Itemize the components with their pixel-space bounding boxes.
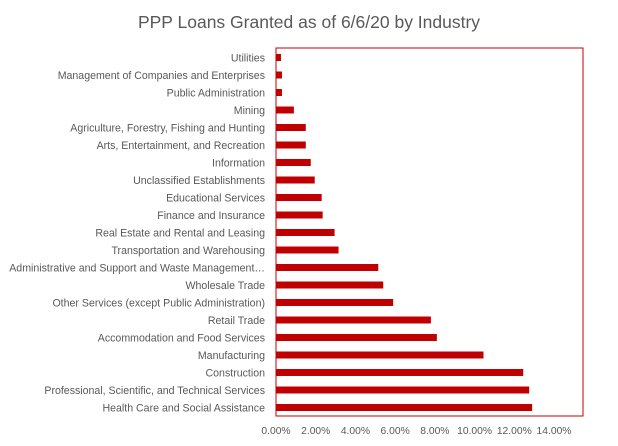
bar xyxy=(276,404,533,411)
category-label: Wholesale Trade xyxy=(186,280,266,292)
bar xyxy=(276,246,339,254)
category-label: Mining xyxy=(234,105,265,117)
category-axis-labels: Utilities Management of Companies and Ent… xyxy=(9,52,265,414)
category-label: Arts, Entertainment, and Recreation xyxy=(97,140,266,152)
category-label: Administrative and Support and Waste Man… xyxy=(9,262,265,274)
x-tick-label: 12.00% xyxy=(497,426,532,437)
x-tick-label: 6.00% xyxy=(381,426,410,437)
category-label: Utilities xyxy=(231,52,265,64)
category-label: Agriculture, Forestry, Fishing and Hunti… xyxy=(70,122,265,134)
category-label: Professional, Scientific, and Technical … xyxy=(44,385,265,397)
bar xyxy=(276,141,306,149)
category-label: Information xyxy=(212,157,265,169)
bar xyxy=(276,176,315,184)
bar xyxy=(276,54,281,61)
category-label: Management of Companies and Enterprises xyxy=(58,70,265,82)
bar xyxy=(276,264,379,271)
bar xyxy=(276,194,322,201)
category-label: Retail Trade xyxy=(208,315,265,327)
category-label: Health Care and Social Assistance xyxy=(102,402,265,414)
x-tick-label: 8.00% xyxy=(420,426,449,437)
bar xyxy=(276,71,282,79)
value-axis-tick-labels: 0.00% 2.00% 4.00% 6.00% 8.00% 10.00% 12.00% 14.… xyxy=(261,426,571,437)
category-label: Finance and Insurance xyxy=(157,210,265,222)
x-tick-label: 10.00% xyxy=(457,426,492,437)
bar xyxy=(276,369,524,376)
category-label: Construction xyxy=(206,367,266,379)
bar xyxy=(276,316,431,324)
x-tick-label: 0.00% xyxy=(261,426,290,437)
category-label: Accommodation and Food Services xyxy=(98,332,265,344)
bar xyxy=(276,124,306,131)
bar xyxy=(276,299,394,306)
bar xyxy=(276,89,282,96)
x-tick-label: 4.00% xyxy=(341,426,370,437)
bar xyxy=(276,386,530,394)
x-tick-label: 2.00% xyxy=(301,426,330,437)
bar xyxy=(276,106,294,114)
bar xyxy=(276,211,323,219)
bar xyxy=(276,281,384,289)
bar-series xyxy=(276,54,533,411)
bar xyxy=(276,229,335,236)
x-tick-label: 14.00% xyxy=(537,426,572,437)
category-label: Unclassified Establishments xyxy=(133,175,265,187)
category-label: Other Services (except Public Administra… xyxy=(52,297,265,309)
bar xyxy=(276,351,484,359)
chart-title: PPP Loans Granted as of 6/6/20 by Indust… xyxy=(138,12,480,32)
bar xyxy=(276,159,311,166)
category-label: Educational Services xyxy=(166,192,265,204)
category-label: Public Administration xyxy=(167,87,265,99)
category-label: Real Estate and Rental and Leasing xyxy=(95,227,265,239)
category-label: Manufacturing xyxy=(198,350,265,362)
bar xyxy=(276,334,437,341)
category-label: Transportation and Warehousing xyxy=(111,245,265,257)
